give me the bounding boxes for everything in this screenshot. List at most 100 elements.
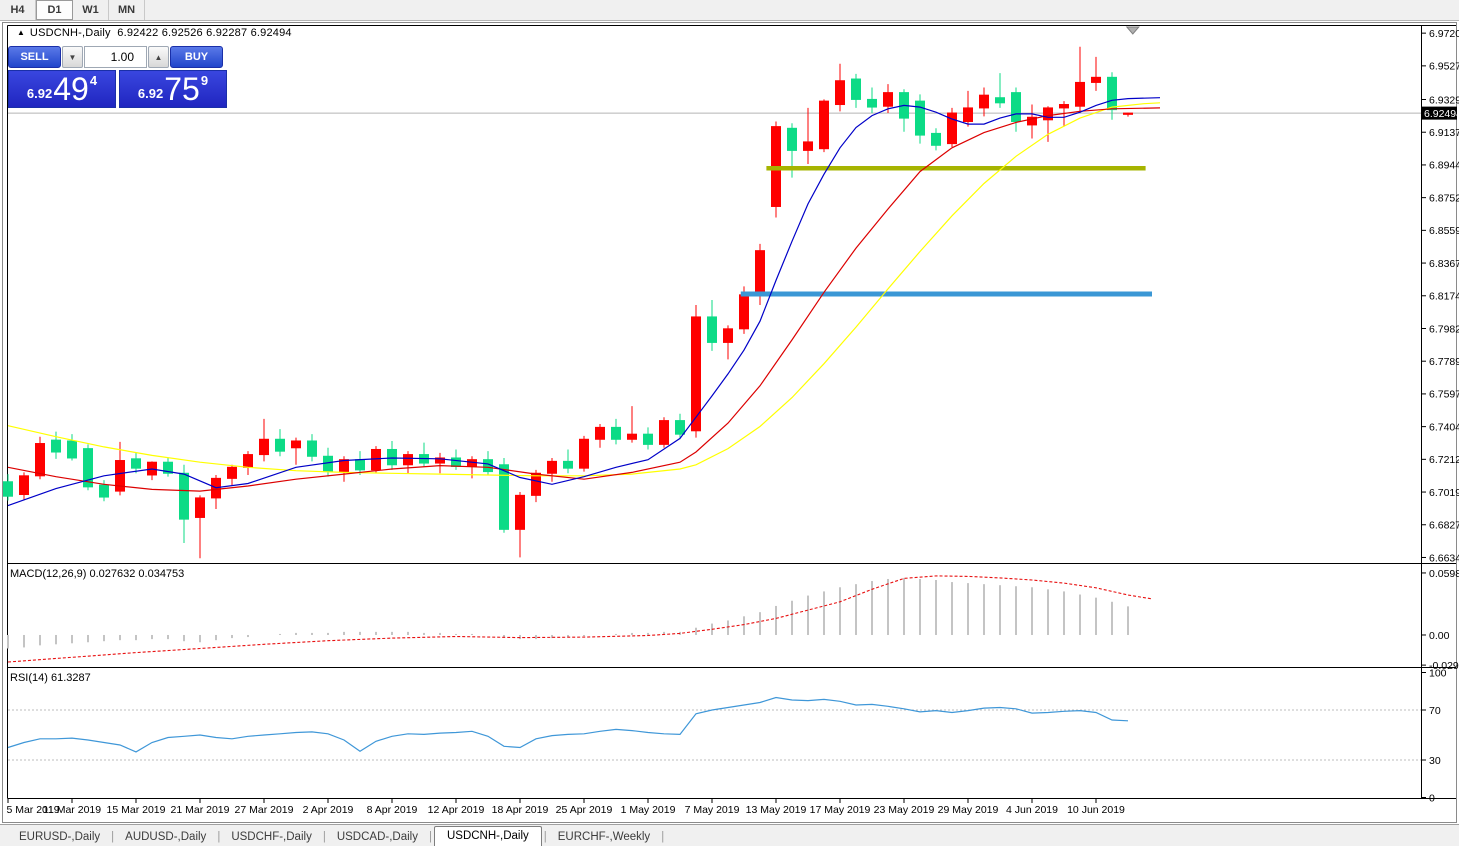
candle-bull [627,433,637,440]
svg-text:27 Mar 2019: 27 Mar 2019 [235,804,294,816]
candle-bull [819,100,829,150]
svg-text:-0.02904: -0.02904 [1429,660,1459,672]
svg-text:6.92494: 6.92494 [1424,108,1459,120]
svg-text:6.83670: 6.83670 [1429,258,1459,270]
svg-text:100: 100 [1429,667,1447,679]
price-axis-labels: 6.97200 6.95275 6.93295 6.91370 6.89445 6.875… [1421,28,1459,564]
current-price-badge: 6.92494 [1422,106,1459,120]
moving-averages [7,97,1161,507]
candle-bull [963,107,973,123]
candle-bear [51,439,61,453]
svg-text:5 Mar 2019: 5 Mar 2019 [6,804,59,816]
candle-bear [451,457,461,467]
candle-bear [643,433,653,445]
svg-text:7 May 2019: 7 May 2019 [685,804,740,816]
svg-text:0.0598: 0.0598 [1429,568,1459,580]
tab-separator: | [111,831,115,843]
price-axis[interactable] [1422,26,1457,798]
sell-button[interactable]: SELL [8,46,61,68]
candle-bull [579,438,589,469]
candle-bull [691,316,701,432]
candle-bull [883,92,893,107]
svg-text:21 Mar 2019: 21 Mar 2019 [171,804,230,816]
candle-bull [371,448,381,471]
candle-bear [611,426,621,440]
volume-increase-icon[interactable]: ▲ [148,46,169,68]
svg-text:0.00: 0.00 [1429,630,1450,642]
svg-text:6.89445: 6.89445 [1429,160,1459,172]
buy-price-big: 75 [164,71,200,108]
rsi-indicator [7,696,1421,761]
timeframe-button-d1[interactable]: D1 [36,0,73,20]
chart-shift-marker-icon [1125,26,1140,35]
chart-tab-usdchf-daily[interactable]: USDCHF-,Daily [231,831,312,843]
candle-bull [195,497,205,518]
candle-bull [659,420,669,445]
chart-tab-audusd-daily[interactable]: AUDUSD-,Daily [125,831,207,843]
candle-bull [291,440,301,449]
svg-text:18 Apr 2019: 18 Apr 2019 [492,804,549,816]
panel-frames [7,25,1457,799]
chart-tab-usdcnh-daily[interactable]: USDCNH-,Daily [433,826,542,846]
candle-bull [979,94,989,109]
candle-bear [499,464,509,530]
candle-bull [531,472,541,496]
candle-bear [707,316,717,343]
candle-bull [1075,81,1085,107]
chart-tab-usdcad-daily[interactable]: USDCAD-,Daily [336,831,418,843]
candle-bear [851,78,861,100]
svg-text:15 Mar 2019: 15 Mar 2019 [107,804,166,816]
candle-bull [1027,116,1037,126]
tab-separator: | [322,831,326,843]
chart-tab-eurusd-daily[interactable]: EURUSD-,Daily [19,831,101,843]
timeframe-button-h4[interactable]: H4 [0,0,36,20]
candle-bear [867,98,877,108]
candle-bull [723,328,733,343]
svg-text:30: 30 [1429,755,1441,767]
collapse-panel-icon[interactable]: ▲ [17,28,25,37]
candle-bear [83,448,93,488]
candle-bull [755,250,765,296]
candles-series [3,46,1133,559]
candle-bull [339,459,349,473]
svg-text:6.85595: 6.85595 [1429,225,1459,237]
volume-decrease-icon[interactable]: ▼ [62,46,83,68]
candle-bull [739,294,749,330]
svg-text:6.66345: 6.66345 [1429,552,1459,564]
svg-text:8 Apr 2019: 8 Apr 2019 [367,804,418,816]
candle-bear [163,461,173,474]
macd-label: MACD(12,26,9) 0.027632 0.034753 [10,568,185,580]
svg-text:6.95275: 6.95275 [1429,61,1459,73]
buy-price-box[interactable]: 6.92 75 9 [119,70,227,108]
svg-text:11 Mar 2019: 11 Mar 2019 [43,804,101,816]
candle-bull [35,443,45,477]
svg-text:6.68270: 6.68270 [1429,520,1459,532]
quote-close: 6.92494 [250,27,292,39]
svg-text:6.81745: 6.81745 [1429,291,1459,303]
candle-bear [1011,92,1021,123]
svg-text:6.93295: 6.93295 [1429,94,1459,106]
candle-bear [355,459,365,471]
svg-text:6.74045: 6.74045 [1429,421,1459,433]
svg-text:6.77895: 6.77895 [1429,356,1459,368]
chart-tab-eurchf-weekly[interactable]: EURCHF-,Weekly [557,831,651,843]
quote-high: 6.92526 [161,27,203,39]
candle-bear [931,132,941,146]
timeframe-button-mn[interactable]: MN [109,0,145,20]
sell-price-prefix: 6.92 [26,86,53,101]
horizontal-ray-objects [740,165,1152,297]
macd-indicator [7,575,1153,663]
time-axis[interactable] [8,799,1421,822]
candle-bear [275,438,285,452]
candle-bull [515,494,525,530]
candle-bull [115,460,125,492]
buy-button[interactable]: BUY [170,46,223,68]
volume-input[interactable] [84,46,147,68]
svg-text:6.72120: 6.72120 [1429,454,1459,466]
timeframe-button-w1[interactable]: W1 [73,0,109,20]
sell-price-box[interactable]: 6.92 49 4 [8,70,116,108]
sell-price-big: 49 [53,71,89,108]
svg-text:70: 70 [1429,705,1441,717]
